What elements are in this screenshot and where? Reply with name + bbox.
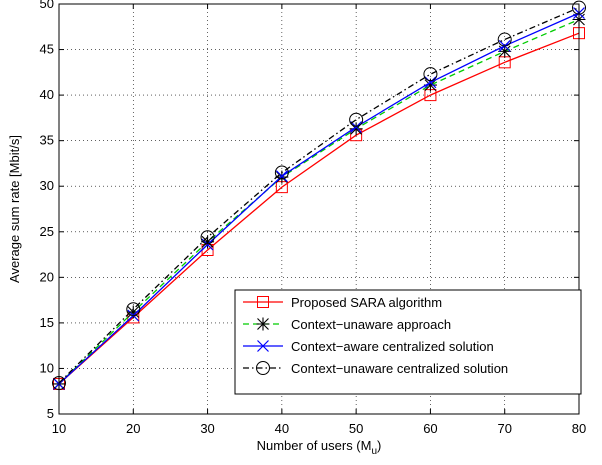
marker-circle [200, 230, 215, 245]
y-tick-label: 5 [47, 406, 54, 421]
x-axis-title-subscript: u [371, 446, 377, 457]
marker-asterisk [126, 305, 140, 319]
marker-asterisk [498, 44, 512, 58]
y-tick-label: 50 [40, 0, 54, 11]
x-tick-label: 60 [423, 421, 437, 436]
y-tick-label: 40 [40, 87, 54, 102]
legend: Proposed SARA algorithm Context−unaware a… [234, 289, 582, 395]
legend-label: Context−unaware approach [291, 317, 451, 332]
marker-circle [349, 112, 364, 127]
y-tick-label: 30 [40, 178, 54, 193]
x-tick-label: 30 [200, 421, 214, 436]
y-tick-label: 15 [40, 315, 54, 330]
series-line [58, 7, 580, 384]
marker-circle [256, 361, 270, 375]
y-tick-label: 45 [40, 42, 54, 57]
y-axis-title: Average sum rate [Mbit/s] [7, 135, 22, 283]
marker-asterisk [256, 317, 270, 331]
x-tick-label: 50 [349, 421, 363, 436]
x-tick-label: 80 [572, 421, 586, 436]
x-axis-title-main: Number of users (M [257, 438, 372, 453]
marker-square [257, 296, 269, 308]
series-line [58, 32, 580, 385]
legend-label: Context−aware centralized solution [291, 339, 494, 354]
x-tick-label: 20 [126, 421, 140, 436]
legend-label: Proposed SARA algorithm [291, 295, 442, 310]
x-tick-label: 40 [275, 421, 289, 436]
grid [59, 4, 579, 414]
marker-x [350, 121, 363, 133]
marker-x [257, 340, 269, 352]
x-axis-title: Number of users (Mu) [257, 438, 382, 457]
y-tick-label: 35 [40, 133, 54, 148]
marker-asterisk [201, 235, 215, 249]
x-axis-title-close: ) [377, 438, 381, 453]
marker-circle [423, 67, 438, 82]
marker-circle [126, 302, 141, 317]
marker-x [424, 76, 437, 89]
plot-frame [58, 3, 580, 415]
marker-asterisk [349, 122, 363, 136]
y-tick-label: 20 [40, 269, 54, 284]
y-tick-label: 10 [40, 360, 54, 375]
series-line [58, 18, 580, 385]
x-tick-label: 10 [52, 421, 66, 436]
x-tick-label: 70 [497, 421, 511, 436]
series-line [58, 12, 580, 385]
marker-circle [497, 32, 512, 47]
marker-x [275, 170, 288, 183]
y-tick-label: 25 [40, 224, 54, 239]
legend-box [234, 289, 582, 395]
marker-circle [274, 165, 289, 180]
marker-asterisk [423, 78, 437, 92]
legend-label: Context−unaware centralized solution [291, 361, 508, 376]
